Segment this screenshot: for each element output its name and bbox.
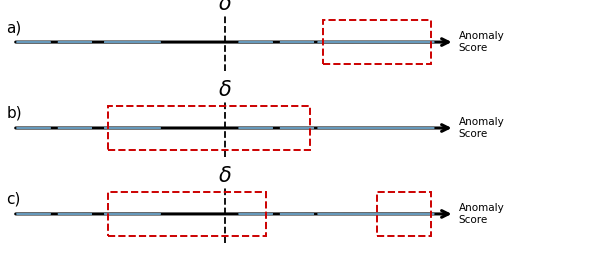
Text: Anomaly
Score: Anomaly Score [458,203,504,225]
Bar [323,20,431,64]
Text: b): b) [6,106,22,121]
Text: $\delta$: $\delta$ [218,166,231,186]
Text: $\delta$: $\delta$ [218,80,231,100]
Bar [109,192,266,236]
Text: $\delta$: $\delta$ [218,0,231,14]
Text: Anomaly
Score: Anomaly Score [458,31,504,53]
Text: c): c) [6,192,21,207]
Bar [109,106,310,150]
Text: a): a) [6,20,22,35]
Bar [377,192,431,236]
Text: Anomaly
Score: Anomaly Score [458,117,504,139]
